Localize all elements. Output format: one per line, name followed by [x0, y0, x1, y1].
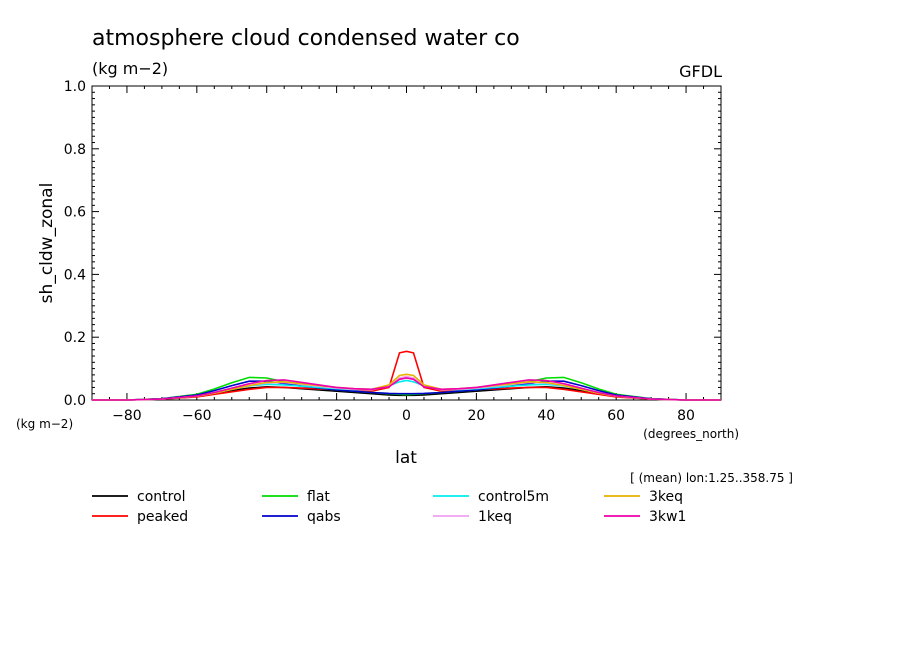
y-tick-label: 0.6	[64, 205, 86, 221]
legend-item-flat: flat	[262, 489, 330, 505]
series-line-3kw1	[92, 377, 721, 401]
y-tick-label: 0.8	[64, 142, 86, 158]
legend-item-1keq: 1keq	[433, 509, 512, 525]
series-line-flat	[92, 376, 721, 401]
subset-note: [ (mean) lon:1.25..358.75 ]	[630, 471, 793, 485]
legend: control peaked flat qabs control5m 1keq 3keq 3k…	[92, 489, 686, 525]
series-line-qabs	[92, 380, 721, 401]
plot-frame	[91, 85, 722, 401]
legend-label: peaked	[137, 509, 188, 525]
y-axis-label: sh_cldw_zonal	[37, 183, 57, 304]
legend-label: control5m	[478, 489, 549, 505]
x-tick-label: 80	[677, 408, 695, 424]
y-tick-label: 0.2	[64, 330, 86, 346]
legend-label: control	[137, 489, 186, 505]
title-units: (kg m−2)	[92, 59, 168, 78]
chart-title: atmosphere cloud condensed water co	[92, 26, 520, 51]
series-line-3keq	[92, 373, 721, 401]
x-tick-label: 20	[467, 408, 485, 424]
x-units-label: (degrees_north)	[643, 427, 739, 441]
legend-item-3kw1: 3kw1	[604, 509, 686, 525]
legend-label: flat	[307, 489, 330, 505]
legend-item-qabs: qabs	[262, 509, 341, 525]
x-tick-label: 40	[537, 408, 555, 424]
legend-item-3keq: 3keq	[604, 489, 683, 505]
y-units-label: (kg m−2)	[16, 417, 73, 431]
legend-item-peaked: peaked	[92, 509, 188, 525]
legend-item-control: control	[92, 489, 186, 505]
y-tick-label: 0.0	[64, 393, 86, 409]
x-tick-label: 60	[607, 408, 625, 424]
legend-label: qabs	[307, 509, 341, 525]
legend-label: 3keq	[649, 489, 683, 505]
y-tick-label: 0.4	[64, 267, 86, 283]
legend-item-control5m: control5m	[433, 489, 549, 505]
x-tick-label: −60	[182, 408, 212, 424]
x-tick-label: −20	[322, 408, 352, 424]
legend-label: 1keq	[478, 509, 512, 525]
x-tick-label: −80	[112, 408, 142, 424]
series-layer	[92, 350, 721, 401]
series-line-peaked	[92, 350, 721, 401]
x-axis-label: lat	[395, 448, 417, 468]
axis-ticks: −80 −60 −40 −20 0 20 40 60 80 0.0 0.2 0.4 0.6 0.8 1.0	[64, 79, 722, 424]
institution-label: GFDL	[679, 62, 722, 81]
x-tick-label: −40	[252, 408, 282, 424]
legend-label: 3kw1	[649, 509, 686, 525]
x-tick-label: 0	[402, 408, 411, 424]
y-tick-label: 1.0	[64, 79, 86, 95]
